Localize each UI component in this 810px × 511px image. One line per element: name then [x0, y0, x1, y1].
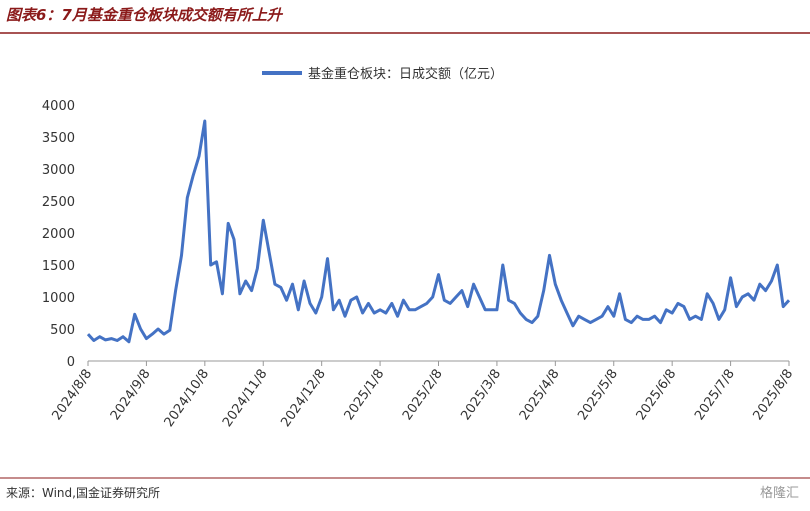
chart-title: 图表6：7月基金重仓板块成交额有所上升 — [6, 6, 284, 24]
x-tick-label: 2025/7/8 — [692, 367, 738, 423]
y-tick-label: 3000 — [42, 163, 75, 178]
x-tick-label: 2025/5/8 — [575, 367, 621, 423]
y-tick-label: 2000 — [42, 227, 75, 242]
y-tick-label: 1500 — [42, 259, 75, 274]
x-tick-label: 2025/3/8 — [458, 367, 504, 423]
y-tick-label: 3500 — [42, 131, 75, 146]
x-tick-label: 2024/12/8 — [278, 367, 329, 430]
x-tick-label: 2025/1/8 — [342, 367, 388, 423]
x-tick-label: 2024/8/8 — [49, 367, 95, 423]
x-tick-label: 2025/6/8 — [634, 367, 680, 423]
x-tick-label: 2025/4/8 — [517, 367, 563, 423]
legend-label: 基金重仓板块：日成交额（亿元） — [308, 66, 503, 82]
y-tick-label: 0 — [67, 355, 75, 370]
x-tick-label: 2024/11/8 — [220, 367, 271, 430]
y-tick-label: 4000 — [42, 99, 75, 114]
series-line — [86, 119, 791, 344]
watermark: 格隆汇 — [760, 485, 799, 501]
y-tick-label: 500 — [50, 323, 75, 338]
x-tick-label: 2025/2/8 — [400, 367, 446, 423]
source: 来源：Wind,国金证券研究所 — [6, 485, 160, 500]
x-tick-label: 2024/9/8 — [108, 367, 154, 423]
x-tick-label: 2025/8/8 — [750, 367, 796, 423]
y-tick-label: 2500 — [42, 195, 75, 210]
y-tick-label: 1000 — [42, 291, 75, 306]
x-tick-label: 2024/10/8 — [162, 367, 213, 430]
